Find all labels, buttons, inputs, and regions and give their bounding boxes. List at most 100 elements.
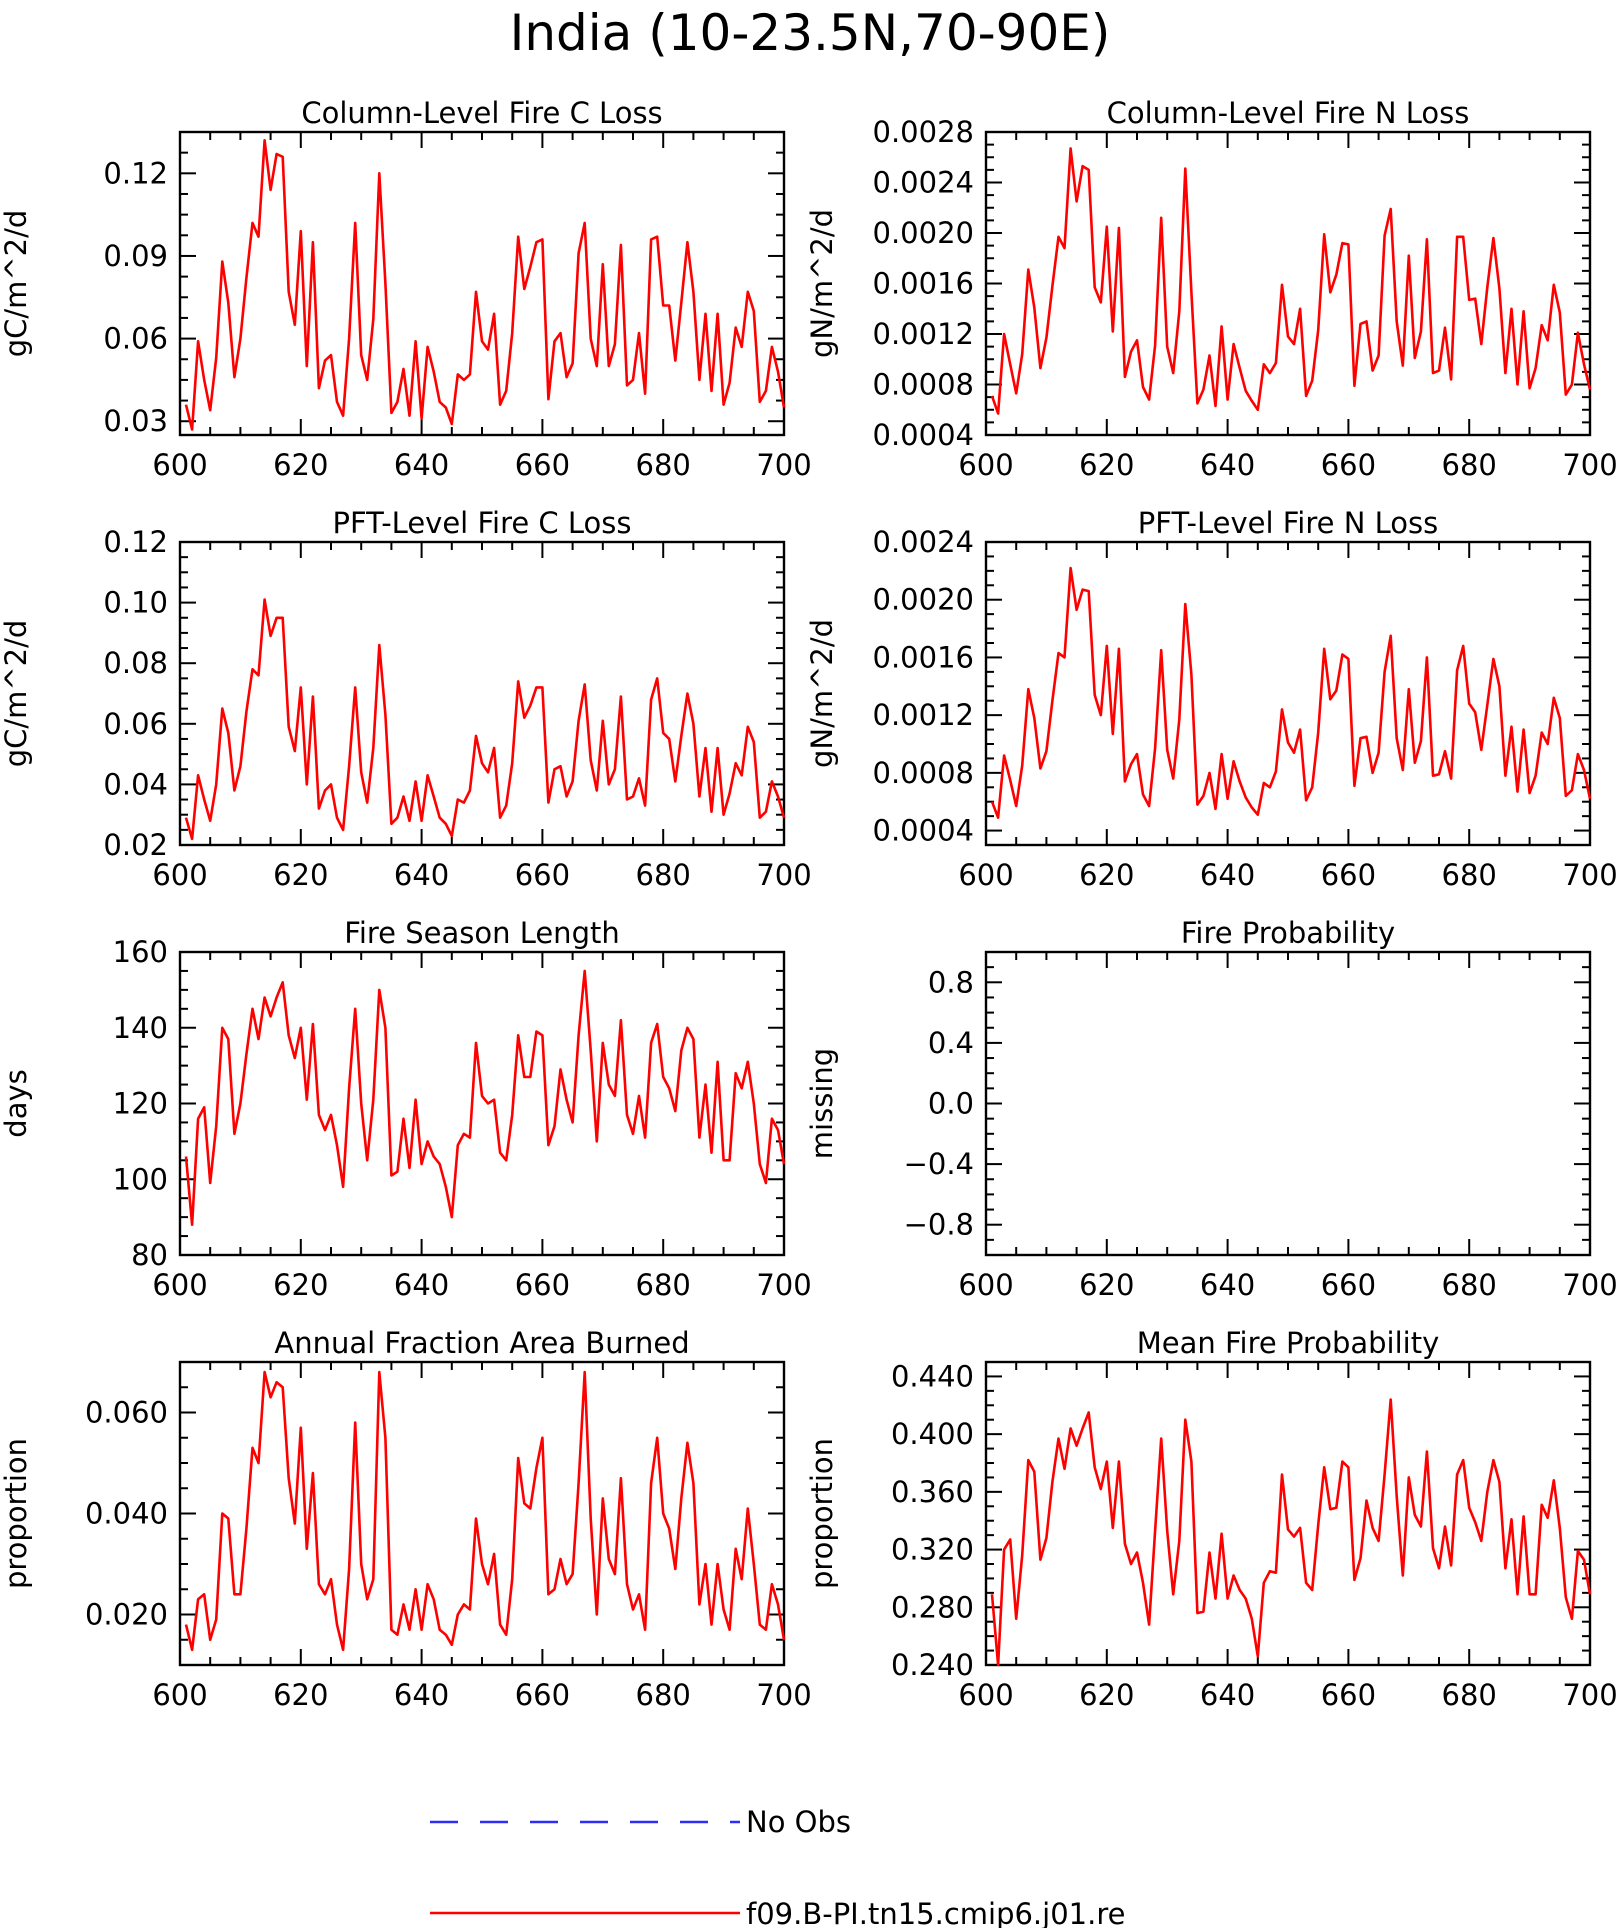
y-axis-label: gC/m^2/d bbox=[0, 210, 33, 358]
y-tick-label: 0.02 bbox=[103, 828, 168, 862]
x-tick-label: 600 bbox=[152, 1268, 207, 1302]
x-tick-label: 620 bbox=[1079, 1268, 1134, 1302]
x-tick-label: 600 bbox=[958, 1268, 1013, 1302]
x-tick-label: 660 bbox=[1321, 1678, 1376, 1712]
y-tick-label: −0.4 bbox=[904, 1147, 974, 1181]
y-axis-label: missing bbox=[805, 1048, 839, 1159]
panel-title: Fire Probability bbox=[1181, 916, 1395, 950]
y-tick-label: 0.0028 bbox=[873, 115, 974, 149]
x-tick-label: 600 bbox=[152, 858, 207, 892]
x-tick-label: 700 bbox=[1562, 1268, 1617, 1302]
y-tick-label: 0.12 bbox=[103, 156, 168, 190]
y-tick-label: 0.440 bbox=[891, 1359, 974, 1393]
x-tick-label: 700 bbox=[1562, 858, 1617, 892]
y-tick-label: 0.0020 bbox=[873, 583, 974, 617]
x-tick-label: 680 bbox=[1442, 448, 1497, 482]
y-tick-label: 0.4 bbox=[928, 1026, 974, 1060]
x-tick-label: 620 bbox=[1079, 448, 1134, 482]
y-axis-label: proportion bbox=[805, 1438, 839, 1589]
y-axis-label: gN/m^2/d bbox=[805, 619, 839, 768]
panel-3: PFT-Level Fire C Loss 600 620 640 660 680 700 0… bbox=[0, 506, 812, 892]
y-tick-label: 0.400 bbox=[891, 1417, 974, 1451]
panel-title: PFT-Level Fire N Loss bbox=[1138, 506, 1438, 540]
x-tick-label: 680 bbox=[636, 448, 691, 482]
x-tick-label: 600 bbox=[958, 448, 1013, 482]
y-tick-label: 0.0012 bbox=[873, 698, 974, 732]
x-tick-label: 680 bbox=[636, 1268, 691, 1302]
y-tick-label: 120 bbox=[113, 1087, 168, 1121]
x-tick-label: 700 bbox=[756, 1678, 811, 1712]
x-tick-label: 600 bbox=[958, 858, 1013, 892]
plot-frame bbox=[178, 1360, 786, 1667]
x-tick-label: 640 bbox=[394, 1268, 449, 1302]
series-line bbox=[184, 139, 786, 431]
x-tick-label: 620 bbox=[273, 448, 328, 482]
panel-5: Fire Season Length 600 620 640 660 680 700 80 10… bbox=[0, 916, 812, 1302]
y-tick-label: 0.040 bbox=[85, 1497, 168, 1531]
panel-title: Column-Level Fire C Loss bbox=[301, 96, 662, 130]
y-axis-label: gC/m^2/d bbox=[0, 620, 33, 768]
x-tick-label: 700 bbox=[1562, 1678, 1617, 1712]
panel-title: Column-Level Fire N Loss bbox=[1107, 96, 1470, 130]
y-tick-label: 0.320 bbox=[891, 1533, 974, 1567]
y-tick-label: 0.360 bbox=[891, 1475, 974, 1509]
y-tick-label: 0.06 bbox=[103, 707, 168, 741]
panel-2: Column-Level Fire N Loss 600 620 640 660 680 7… bbox=[805, 96, 1618, 482]
y-tick-label: 0.12 bbox=[103, 525, 168, 559]
plot-frame bbox=[984, 1360, 1592, 1667]
panel-1: Column-Level Fire C Loss 600 620 640 660 680 7… bbox=[0, 96, 812, 482]
panel-4: PFT-Level Fire N Loss 600 620 640 660 680 700 0… bbox=[805, 506, 1618, 892]
y-tick-label: 0.0004 bbox=[873, 418, 974, 452]
y-tick-label: 0.06 bbox=[103, 322, 168, 356]
y-tick-label: 0.0012 bbox=[873, 317, 974, 351]
x-tick-label: 660 bbox=[1321, 858, 1376, 892]
y-tick-label: 0.280 bbox=[891, 1590, 974, 1624]
x-tick-label: 640 bbox=[394, 858, 449, 892]
y-axis-label: proportion bbox=[0, 1438, 33, 1589]
x-tick-label: 680 bbox=[1442, 1678, 1497, 1712]
x-tick-label: 620 bbox=[273, 1678, 328, 1712]
x-tick-label: 700 bbox=[756, 1268, 811, 1302]
panel-title: Mean Fire Probability bbox=[1137, 1326, 1440, 1360]
x-tick-label: 600 bbox=[958, 1678, 1013, 1712]
y-tick-label: 0.020 bbox=[85, 1598, 168, 1632]
panel-7: Annual Fraction Area Burned 600 620 640 660 6… bbox=[0, 1326, 812, 1712]
y-tick-label: 0.04 bbox=[103, 767, 168, 801]
y-tick-label: 0.0 bbox=[928, 1087, 974, 1121]
y-tick-label: 160 bbox=[113, 935, 168, 969]
y-tick-label: 80 bbox=[131, 1238, 168, 1272]
y-tick-label: 0.0024 bbox=[873, 525, 974, 559]
legend: No Obs f09.B-PI.tn15.cmip6.j01.re bbox=[430, 1805, 1125, 1928]
y-tick-label: −0.8 bbox=[904, 1208, 974, 1242]
panel-title: Fire Season Length bbox=[344, 916, 619, 950]
y-tick-label: 0.0016 bbox=[873, 267, 974, 301]
x-tick-label: 660 bbox=[1321, 1268, 1376, 1302]
figure-title: India (10-23.5N,70-90E) bbox=[510, 4, 1111, 62]
y-tick-label: 0.0020 bbox=[873, 216, 974, 250]
x-tick-label: 620 bbox=[1079, 858, 1134, 892]
y-tick-label: 0.03 bbox=[103, 404, 168, 438]
x-tick-label: 660 bbox=[515, 448, 570, 482]
y-tick-label: 140 bbox=[113, 1011, 168, 1045]
x-tick-label: 680 bbox=[636, 1678, 691, 1712]
panel-title: Annual Fraction Area Burned bbox=[274, 1326, 689, 1360]
series-line bbox=[990, 1398, 1592, 1667]
series-line bbox=[184, 598, 786, 841]
y-tick-label: 0.8 bbox=[928, 965, 974, 999]
x-tick-label: 660 bbox=[515, 1268, 570, 1302]
x-tick-label: 600 bbox=[152, 448, 207, 482]
x-tick-label: 620 bbox=[273, 1268, 328, 1302]
panel-6: Fire Probability 600 620 640 660 680 700 −0.8 −0… bbox=[805, 916, 1618, 1302]
x-tick-label: 660 bbox=[515, 1678, 570, 1712]
x-tick-label: 680 bbox=[1442, 858, 1497, 892]
legend-label-no-obs: No Obs bbox=[746, 1805, 851, 1839]
x-tick-label: 640 bbox=[394, 1678, 449, 1712]
series-line bbox=[990, 566, 1592, 819]
y-tick-label: 0.0008 bbox=[873, 756, 974, 790]
panels-group: Column-Level Fire C Loss 600 620 640 660 680 7… bbox=[0, 96, 1618, 1712]
x-tick-label: 680 bbox=[636, 858, 691, 892]
panel-8: Mean Fire Probability 600 620 640 660 680 700 0… bbox=[805, 1326, 1618, 1712]
x-tick-label: 640 bbox=[394, 448, 449, 482]
series-line bbox=[184, 969, 786, 1226]
